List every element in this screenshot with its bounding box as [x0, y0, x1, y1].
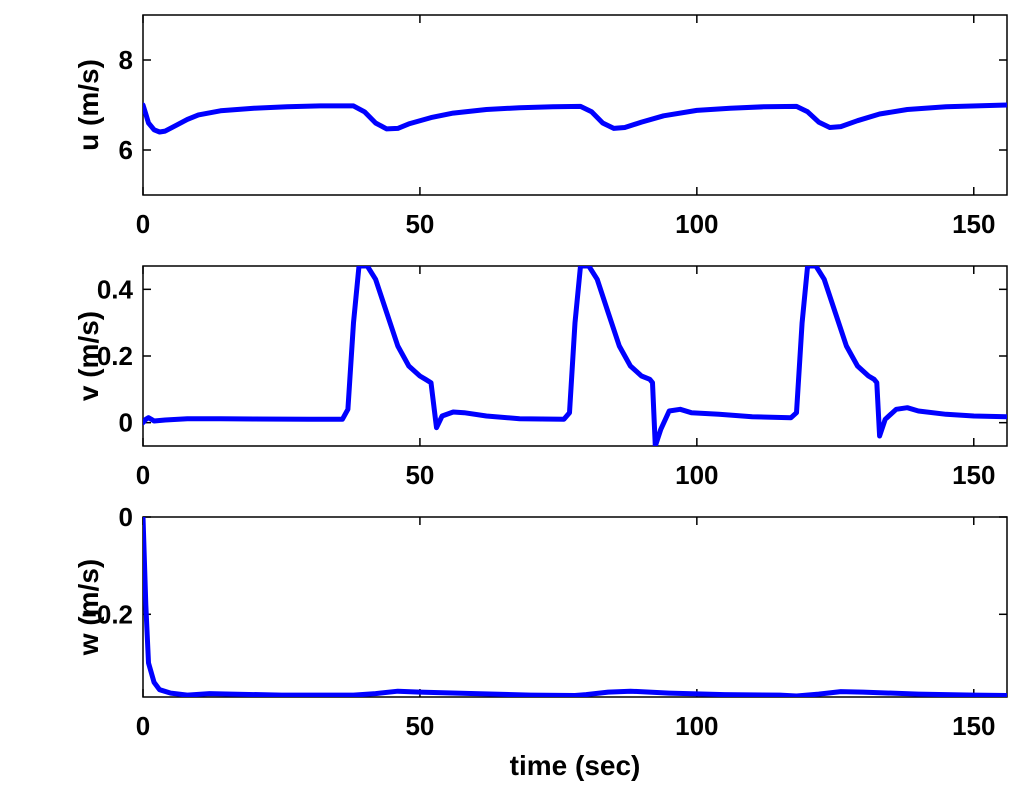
v-velocity-panel: 0 50 100 150 0 0.2 0.4 v (m/s) [73, 265, 1008, 490]
w-y-tick-label: 0 [119, 502, 133, 532]
v-y-tick-label: 0.4 [97, 274, 134, 304]
v-x-tick-label: 100 [675, 460, 718, 490]
w-velocity-panel: 0 50 100 150 −0.2 0 w (m/s) time (sec) [73, 502, 1008, 781]
v-y-tick-label: 0 [119, 408, 133, 438]
w-x-tick-label: 0 [136, 711, 150, 741]
v-y-tick-label: 0.2 [97, 341, 133, 371]
v-x-tick-label: 50 [405, 460, 434, 490]
v-x-tick-label: 150 [952, 460, 995, 490]
u-y-axis-label: u (m/s) [73, 59, 104, 151]
w-x-tick-label: 100 [675, 711, 718, 741]
u-y-tick-label: 8 [119, 45, 133, 75]
v-series-line [143, 266, 1007, 446]
v-y-axis-label: v (m/s) [73, 311, 104, 401]
w-y-axis-label: w (m/s) [73, 559, 104, 656]
u-velocity-panel: 0 50 100 150 6 8 u (m/s) [73, 14, 1008, 239]
w-x-axis-label: time (sec) [510, 750, 641, 781]
w-x-tick-label: 50 [405, 711, 434, 741]
u-x-tick-label: 150 [952, 209, 995, 239]
u-x-tick-label: 0 [136, 209, 150, 239]
w-series-line [143, 517, 1007, 697]
w-plot-frame [142, 516, 1008, 698]
w-x-tick-label: 150 [952, 711, 995, 741]
v-x-tick-label: 0 [136, 460, 150, 490]
u-y-tick-label: 6 [119, 135, 133, 165]
u-x-tick-label: 50 [405, 209, 434, 239]
u-series-line [143, 102, 1007, 135]
u-x-tick-label: 100 [675, 209, 718, 239]
w-y-tick-label: −0.2 [82, 599, 133, 629]
